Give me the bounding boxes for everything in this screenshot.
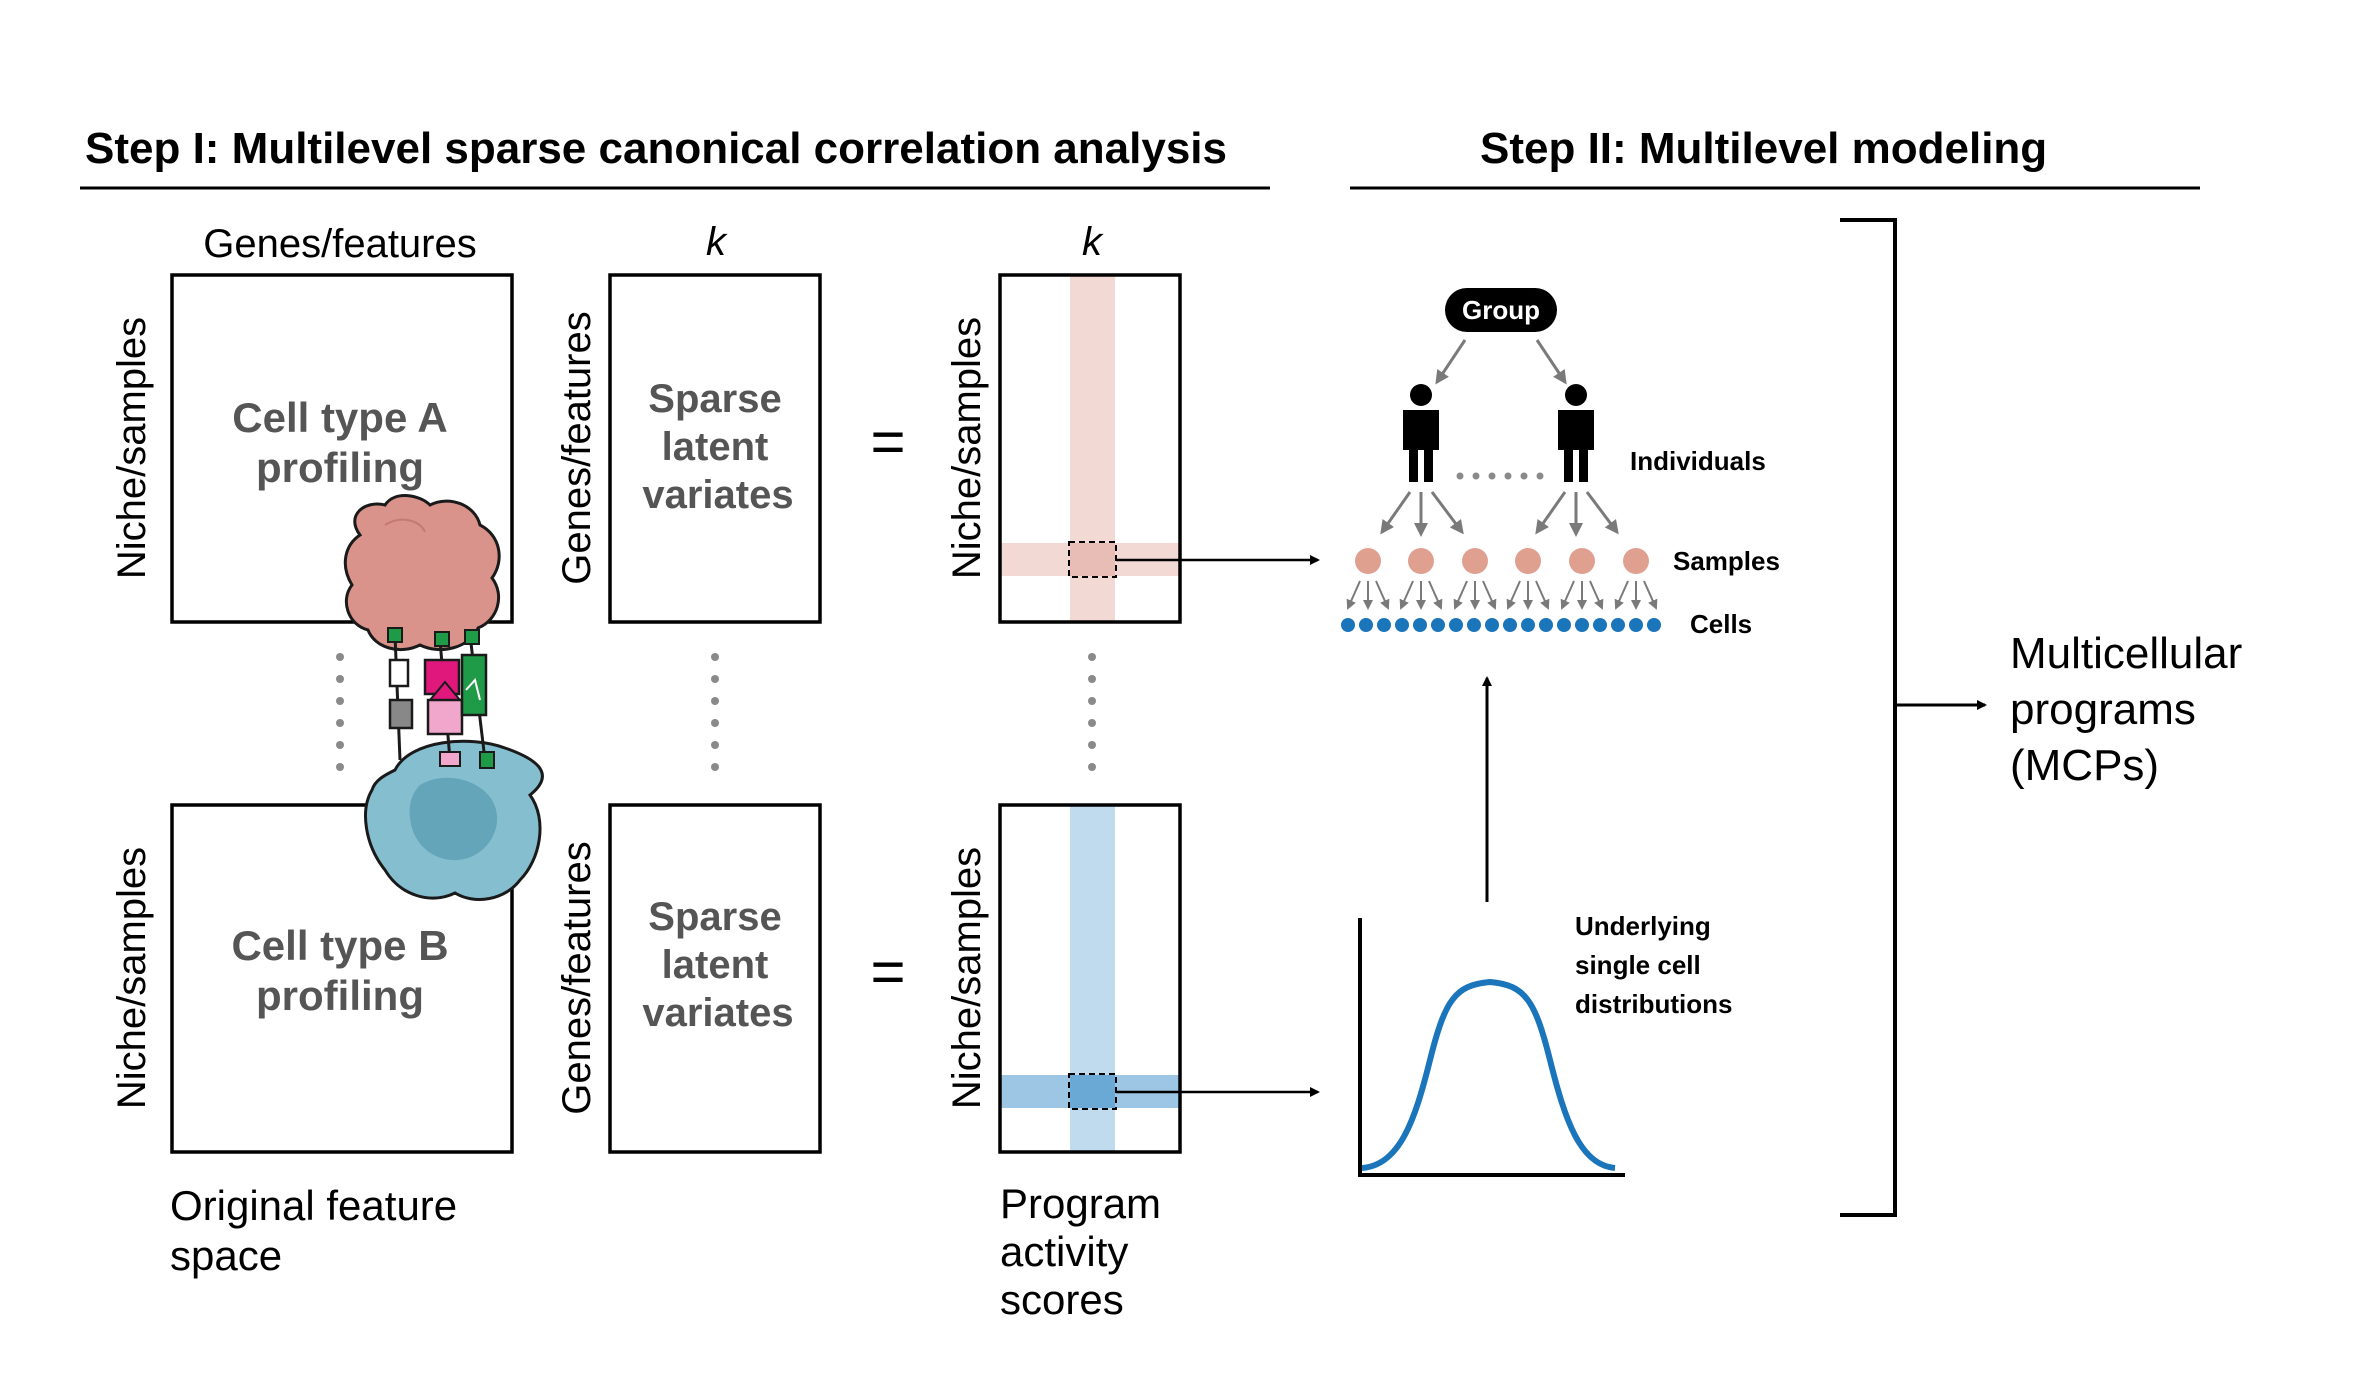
samples-label: Samples <box>1673 546 1780 576</box>
matrix-b-title-2: profiling <box>256 972 424 1019</box>
distribution-label-3: distributions <box>1575 989 1732 1019</box>
cells-label: Cells <box>1690 609 1752 639</box>
matrix-b-title-1: Cell type B <box>231 922 448 969</box>
program-bottom-box <box>998 803 1182 1154</box>
arrows-individuals-to-samples <box>1380 491 1619 537</box>
program-caption-1: Program <box>1000 1180 1161 1227</box>
step2-title: Step II: Multilevel modeling <box>1480 124 2047 173</box>
original-caption-2: space <box>170 1232 282 1279</box>
sparse-top-box <box>608 273 822 624</box>
cell-a-shape <box>343 494 501 652</box>
arrow-group-left <box>1435 339 1467 385</box>
sparse-bottom-side-label: Genes/features <box>555 841 599 1115</box>
arrows-samples-to-cells <box>1346 580 1658 610</box>
result-label-3: (MCPs) <box>2010 741 2159 790</box>
cell-interaction-icon <box>343 494 544 901</box>
person-icon-left <box>1403 384 1439 482</box>
original-caption-1: Original feature <box>170 1182 457 1229</box>
distribution-label-2: single cell <box>1575 950 1701 980</box>
equals-bottom: = <box>870 938 905 1005</box>
combining-bracket <box>1840 218 1897 1217</box>
step1-title: Step I: Multilevel sparse canonical corr… <box>85 124 1227 173</box>
sparse-top-3: variates <box>642 473 793 517</box>
horizontal-ellipsis-individuals <box>1456 472 1544 480</box>
sparse-top-2: latent <box>662 425 769 469</box>
genes-features-label: Genes/features <box>203 222 477 266</box>
sparse-bottom-3: variates <box>642 991 793 1035</box>
sparse-top-1: Sparse <box>648 377 781 421</box>
distribution-plot <box>1358 918 1625 1177</box>
distribution-label-1: Underlying <box>1575 911 1711 941</box>
sparse-bottom-2: latent <box>662 943 769 987</box>
individuals-label: Individuals <box>1630 446 1766 476</box>
program-caption-3: scores <box>1000 1276 1124 1323</box>
result-label-1: Multicellular <box>2010 629 2242 678</box>
vertical-ellipsis-program <box>1088 653 1096 771</box>
matrix-a-side-label: Niche/samples <box>110 317 154 579</box>
sparse-top-side-label: Genes/features <box>555 311 599 585</box>
matrix-a-title-1: Cell type A <box>232 394 448 441</box>
vertical-ellipsis-a <box>336 653 344 771</box>
sparse-bottom-box <box>608 803 822 1154</box>
distribution-curve <box>1361 978 1616 1171</box>
sample-dots <box>1355 548 1649 574</box>
matrix-a-title-2: profiling <box>256 444 424 491</box>
group-pill <box>1445 288 1557 332</box>
program-caption-2: activity <box>1000 1228 1128 1275</box>
group-label: Group <box>1462 295 1540 325</box>
sparse-bottom-1: Sparse <box>648 895 781 939</box>
program-top-cell <box>1070 543 1115 576</box>
program-top-box <box>998 273 1182 624</box>
program-k-label: k <box>1082 220 1104 264</box>
program-bottom-side-label: Niche/samples <box>945 847 989 1109</box>
result-label-2: programs <box>2010 685 2196 734</box>
matrix-b-side-label: Niche/samples <box>110 847 154 1109</box>
cell-dots <box>1341 618 1661 632</box>
sparse-k-label: k <box>706 220 728 264</box>
equals-top: = <box>870 408 905 475</box>
arrow-group-right <box>1535 339 1567 385</box>
vertical-ellipsis-sparse <box>711 653 719 771</box>
person-icon-right <box>1558 384 1594 482</box>
program-bottom-cell <box>1070 1075 1115 1108</box>
program-top-side-label: Niche/samples <box>945 317 989 579</box>
